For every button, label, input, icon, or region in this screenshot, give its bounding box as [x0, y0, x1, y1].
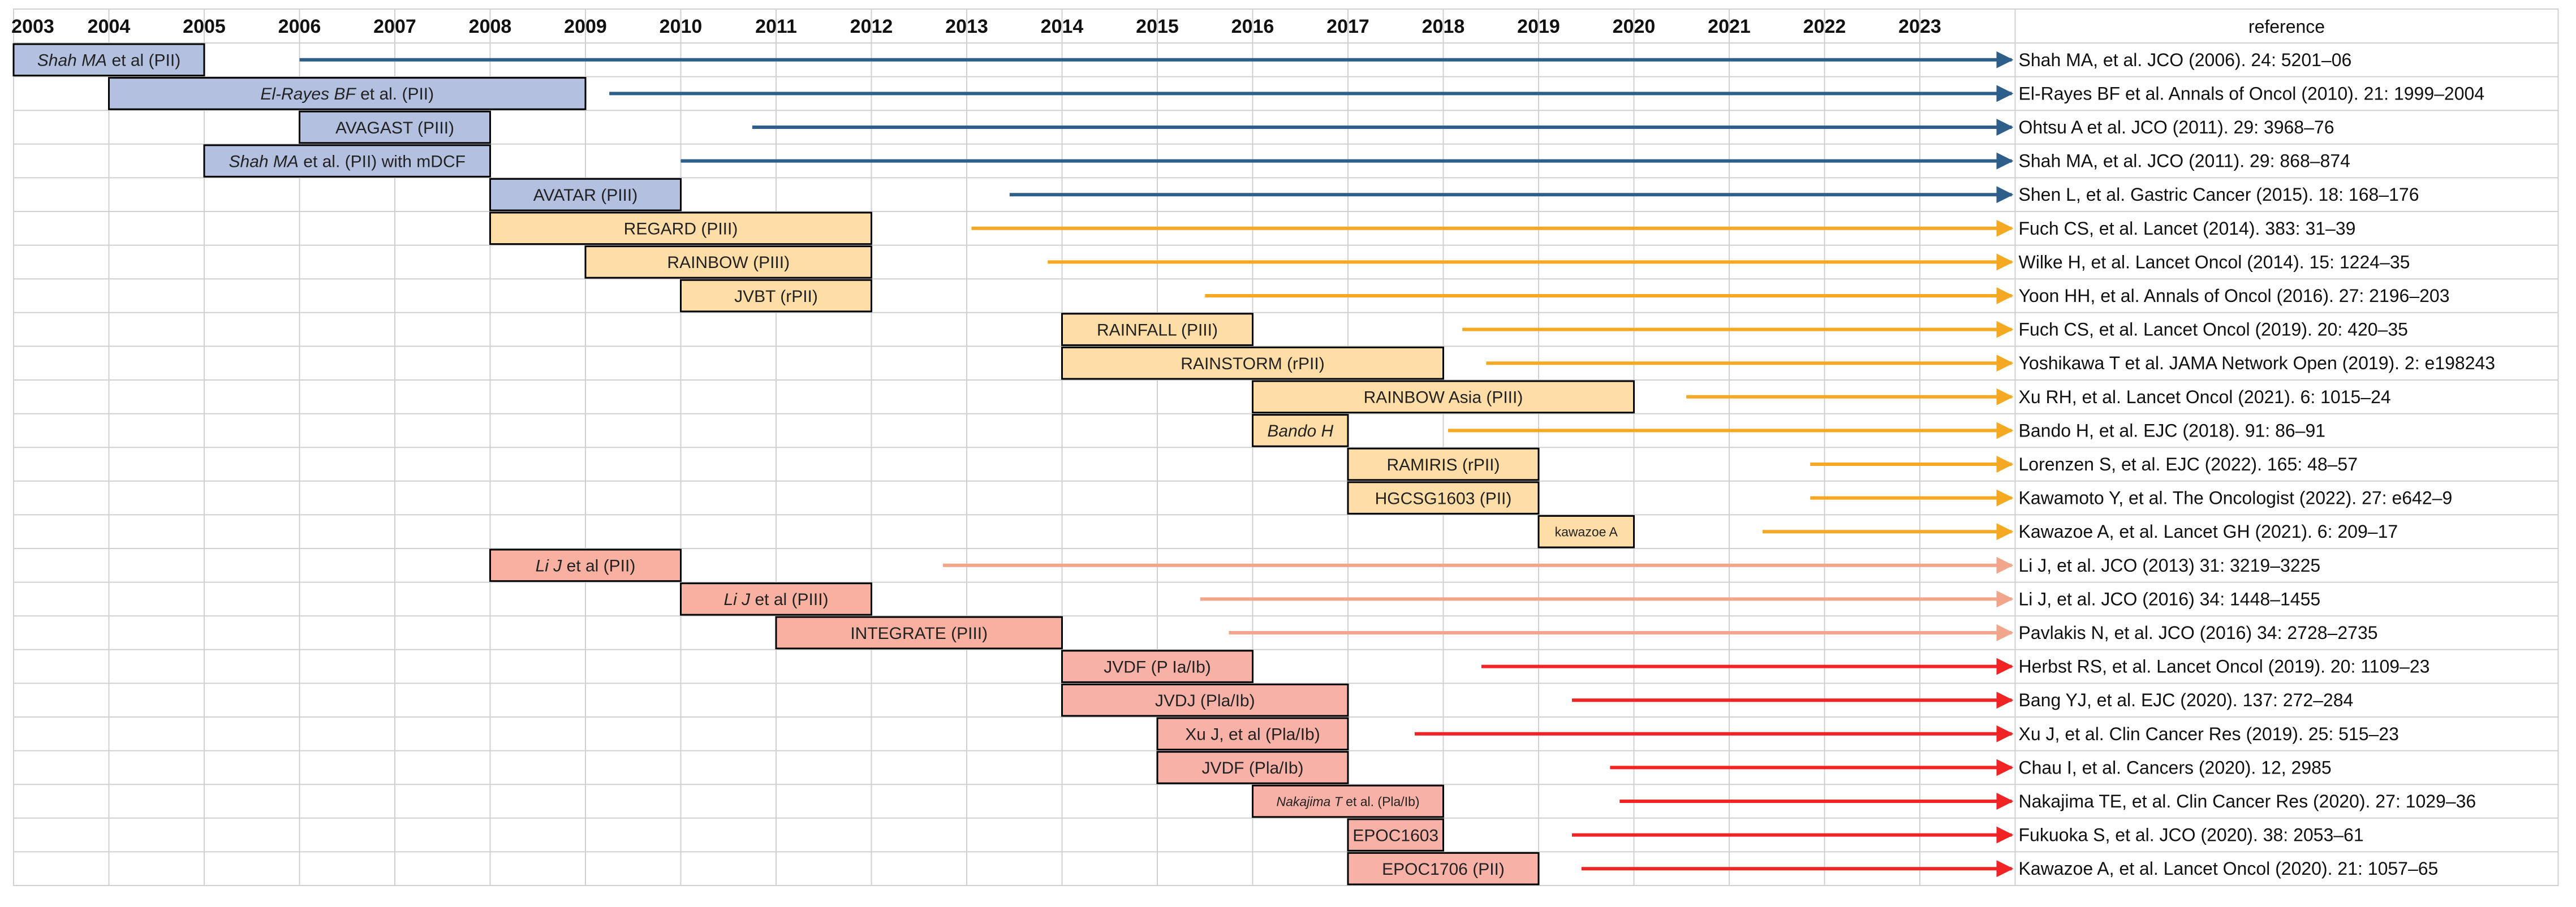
year-tick-label: 2015: [1136, 16, 1179, 37]
trial-duration-bar: [1156, 717, 1349, 751]
reference-citation: Bando H, et al. EJC (2018). 91: 86–91: [2019, 420, 2326, 440]
reference-citation: Lorenzen S, et al. EJC (2022). 165: 48–5…: [2019, 454, 2358, 474]
year-tick-label: 2020: [1613, 16, 1656, 37]
reference-citation: Herbst RS, et al. Lancet Oncol (2019). 2…: [2019, 657, 2430, 677]
trial-duration-bar: [203, 144, 491, 178]
year-tick-label: 2022: [1803, 16, 1846, 37]
trial-label: Bando H: [1267, 422, 1333, 440]
reference-citation: Nakajima TE, et al. Clin Cancer Res (202…: [2019, 791, 2476, 811]
trial-label: HGCSG1603 (PII): [1375, 489, 1512, 508]
reference-citation: Yoon HH, et al. Annals of Oncol (2016). …: [2019, 286, 2450, 306]
reference-citation: Ohtsu A et al. JCO (2011). 29: 3968–76: [2019, 117, 2334, 137]
year-tick-label: 2013: [945, 16, 988, 37]
reference-citation: Yoshikawa T et al. JAMA Network Open (20…: [2019, 353, 2496, 373]
reference-citation: Xu J, et al. Clin Cancer Res (2019). 25:…: [2019, 724, 2399, 744]
trial-duration-bar: [1347, 852, 1540, 886]
year-tick-label: 2016: [1231, 16, 1274, 37]
trial-duration-bar: [1347, 818, 1444, 852]
year-tick-label: 2007: [373, 16, 416, 37]
reference-citation: Shah MA, et al. JCO (2006). 24: 5201–06: [2019, 50, 2352, 70]
year-tick-label: 2010: [660, 16, 703, 37]
trial-duration-bar: [1252, 784, 1444, 818]
trial-duration-bar: [1347, 447, 1540, 481]
trial-label: REGARD (PIII): [624, 220, 738, 239]
trial-label: RAINSTORM (rPII): [1181, 355, 1324, 373]
reference-citation: Xu RH, et al. Lancet Oncol (2021). 6: 10…: [2019, 387, 2391, 407]
trial-label: RAMIRIS (rPII): [1387, 456, 1500, 474]
year-tick-label: 2012: [850, 16, 893, 37]
reference-citation: Fuch CS, et al. Lancet (2014). 383: 31–3…: [2019, 218, 2356, 239]
reference-citation: Shen L, et al. Gastric Cancer (2015). 18…: [2019, 184, 2419, 205]
year-tick-label: 2019: [1517, 16, 1560, 37]
trial-label: Li J et al (PII): [536, 557, 636, 576]
reference-citation: El-Rayes BF et al. Annals of Oncol (2010…: [2019, 83, 2485, 103]
year-tick-label: 2003: [11, 16, 54, 37]
reference-citation: Kawamoto Y, et al. The Oncologist (2022)…: [2019, 488, 2453, 508]
reference-citation: Pavlakis N, et al. JCO (2016) 34: 2728–2…: [2019, 623, 2378, 643]
trial-duration-bar: [1252, 414, 1349, 447]
reference-citation: Kawazoe A, et al. Lancet Oncol (2020). 2…: [2019, 858, 2439, 879]
reference-citation: Chau I, et al. Cancers (2020). 12, 2985: [2019, 757, 2332, 778]
reference-citation: Li J, et al. JCO (2016) 34: 1448–1455: [2019, 589, 2321, 609]
trial-duration-bar: [1252, 380, 1635, 414]
trial-duration-bar: [680, 582, 872, 616]
trial-duration-bar: [489, 211, 872, 245]
trial-duration-bar: [775, 616, 1063, 650]
reference-citation: Shah MA, et al. JCO (2011). 29: 868–874: [2019, 151, 2350, 171]
year-tick-label: 2004: [88, 16, 131, 37]
trial-label: EPOC1706 (PII): [1382, 860, 1505, 879]
year-tick-label: 2023: [1898, 16, 1941, 37]
reference-citation: Bang YJ, et al. EJC (2020). 137: 272–284: [2019, 690, 2354, 710]
trial-duration-bar: [489, 548, 682, 582]
trial-duration-bar: [299, 110, 491, 144]
trial-label: JVDJ (Pla/Ib): [1155, 692, 1255, 710]
trial-label: Li J et al (PIII): [723, 590, 828, 609]
trial-duration-bar: [680, 279, 872, 313]
year-tick-label: 2006: [278, 16, 321, 37]
year-tick-label: 2011: [755, 16, 797, 37]
trial-label: RAINBOW Asia (PIII): [1364, 388, 1523, 407]
year-tick-label: 2008: [469, 16, 512, 37]
trial-label: RAINBOW (PIII): [667, 253, 790, 272]
year-tick-label: 2017: [1326, 16, 1369, 37]
reference-citation: Fukuoka S, et al. JCO (2020). 38: 2053–6…: [2019, 825, 2364, 845]
reference-citation: Li J, et al. JCO (2013) 31: 3219–3225: [2019, 555, 2321, 576]
trial-label: Nakajima T et al. (Pla/Ib): [1276, 794, 1419, 809]
trial-duration-bar: [12, 43, 205, 77]
trial-label: JVDF (Pla/Ib): [1201, 759, 1303, 778]
trial-duration-bar: [108, 77, 587, 110]
trial-label: JVDF (P Ia/Ib): [1104, 658, 1211, 676]
reference-citation: Kawazoe A, et al. Lancet GH (2021). 6: 2…: [2019, 521, 2398, 542]
trial-label: AVAGAST (PIII): [335, 119, 454, 137]
trial-label: kawazoe A: [1555, 524, 1618, 539]
trial-duration-bar: [1347, 481, 1540, 515]
year-tick-label: 2005: [183, 16, 226, 37]
trial-label: El-Rayes BF et al. (PII): [260, 85, 434, 103]
trial-label: INTEGRATE (PIII): [850, 624, 988, 643]
trial-duration-bar: [489, 178, 682, 211]
trial-label: AVATAR (PIII): [533, 186, 637, 205]
trial-duration-bar: [1061, 313, 1253, 346]
trial-duration-bar: [1537, 515, 1635, 548]
year-tick-label: 2018: [1422, 16, 1465, 37]
trial-label: Shah MA et al. (PII) with mDCF: [229, 152, 466, 171]
year-tick-label: 2009: [564, 16, 607, 37]
trial-label: Shah MA et al (PII): [37, 51, 180, 70]
trial-label: JVBT (rPII): [734, 287, 818, 306]
trial-duration-bar: [1061, 650, 1253, 683]
trial-label: EPOC1603: [1352, 826, 1438, 845]
trial-duration-bar: [584, 245, 872, 279]
trial-label: RAINFALL (PIII): [1097, 321, 1218, 339]
trial-label: Xu J, et al (Pla/Ib): [1185, 725, 1320, 744]
reference-citation: Fuch CS, et al. Lancet Oncol (2019). 20:…: [2019, 319, 2408, 340]
trial-duration-bar: [1061, 683, 1349, 717]
year-tick-label: 2014: [1041, 16, 1084, 37]
year-tick-label: 2021: [1708, 16, 1751, 37]
reference-citation: Wilke H, et al. Lancet Oncol (2014). 15:…: [2019, 252, 2410, 272]
trial-duration-bar: [1156, 751, 1349, 784]
reference-header: reference: [2248, 16, 2325, 37]
trial-duration-bar: [1061, 346, 1444, 380]
